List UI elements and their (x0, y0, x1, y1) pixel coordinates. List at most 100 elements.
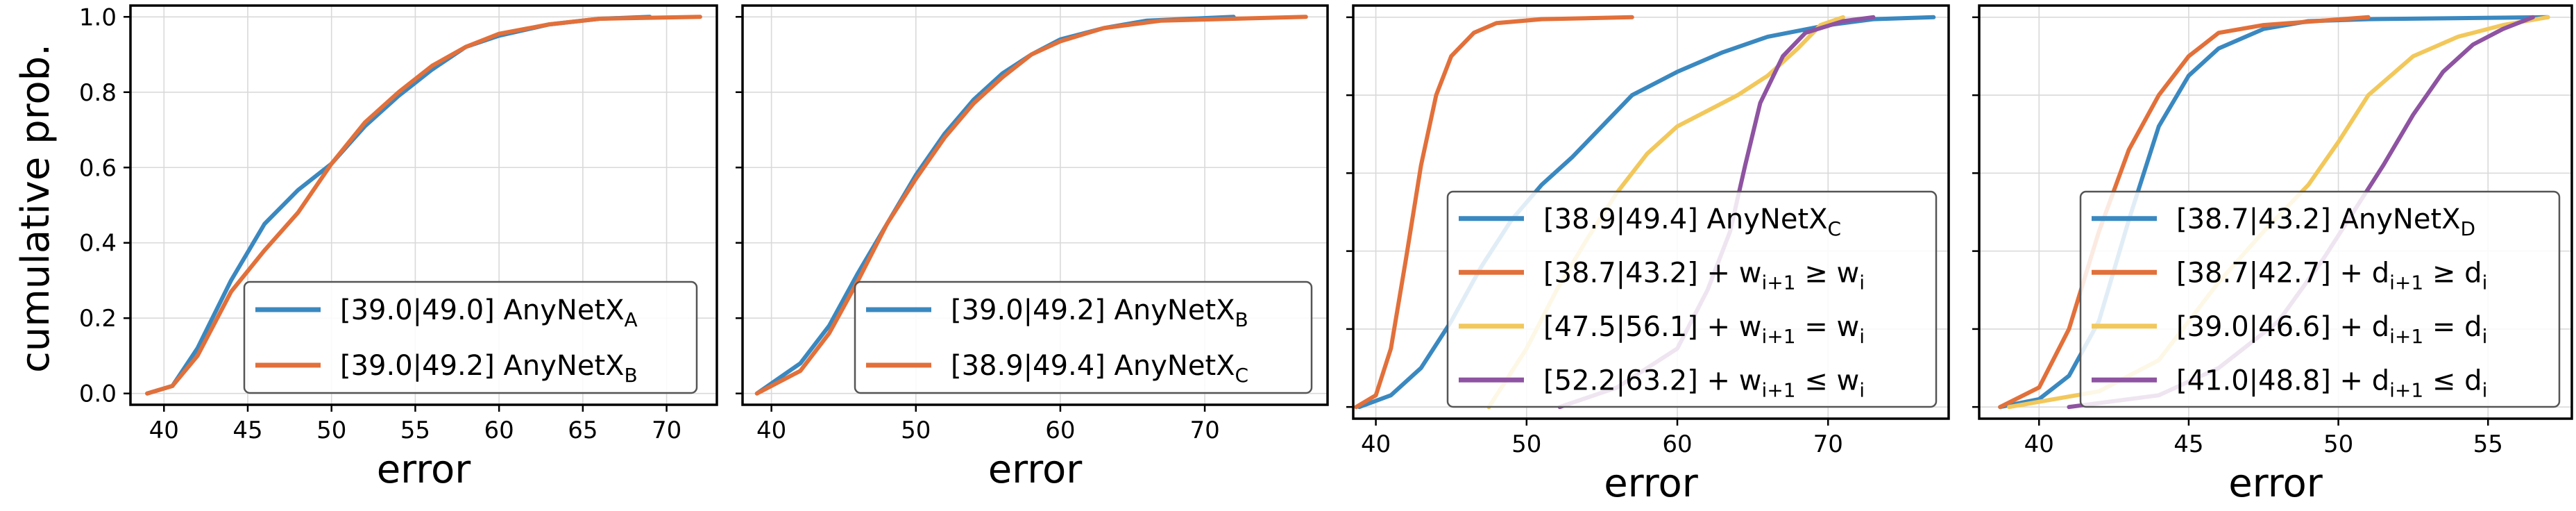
legend-label-subscript: C (1828, 217, 1842, 240)
y-tick-label: 0.2 (79, 305, 117, 333)
legend-label-text: [39.0|49.2] AnyNetX (951, 294, 1235, 326)
legend-label-3: [47.5|56.1] + wi+1 = wi (1543, 311, 1865, 348)
x-tick-label: 45 (2174, 430, 2203, 458)
x-tick-label: 50 (901, 417, 931, 444)
legend-label-subscript: C (1235, 364, 1249, 387)
x-tick-label: 40 (149, 417, 179, 444)
legend-label-2: [38.7|43.2] + wi+1 ≥ wi (1543, 257, 1865, 294)
legend-label-subscript: i+1 (2389, 325, 2423, 348)
x-tick-label: 70 (1813, 430, 1843, 458)
legend-label-1: [38.7|43.2] AnyNetXD (2176, 203, 2475, 240)
legend-label-4: [52.2|63.2] + wi+1 ≤ wi (1543, 365, 1865, 401)
x-tick-label: 65 (568, 417, 598, 444)
legend-label-1: [38.9|49.4] AnyNetXC (1543, 203, 1841, 240)
x-tick-label: 70 (652, 417, 681, 444)
legend-label-2: [39.0|49.2] AnyNetXB (340, 350, 638, 387)
series-line-2 (1354, 15, 1634, 410)
legend-label-text: [52.2|63.2] + w (1543, 365, 1761, 396)
legend-label-subscript: B (1235, 308, 1248, 331)
x-tick-label: 40 (2024, 430, 2054, 458)
legend-label-text: = w (1796, 311, 1860, 343)
legend-label-text: [38.9|49.4] AnyNetX (1543, 203, 1828, 235)
y-axis-label: cumulative prob. (13, 44, 58, 373)
legend-label-2: [38.7|42.7] + di+1 ≥ di (2176, 257, 2487, 294)
legend-label-3: [39.0|46.6] + di+1 = di (2176, 311, 2487, 348)
y-tick-label: 0.8 (79, 79, 117, 107)
legend: [39.0|49.0] AnyNetXA[39.0|49.2] AnyNetXB (243, 280, 698, 394)
legend-label-text: = d (2423, 311, 2482, 343)
legend-label-text: ≤ w (1796, 365, 1860, 396)
legend-label-subscript: i+1 (2389, 271, 2423, 294)
x-tick-label: 40 (1361, 430, 1391, 458)
series-line-2 (1998, 15, 2371, 410)
x-tick-label: 60 (1662, 430, 1692, 458)
legend-label-text: [38.9|49.4] AnyNetX (951, 350, 1235, 382)
legend-box (243, 280, 698, 394)
legend-label-subscript: B (625, 364, 638, 387)
legend: [38.7|43.2] AnyNetXD[38.7|42.7] + di+1 ≥… (2079, 190, 2561, 408)
chart-panel-1: 40 45 50 55 60 65 70 0.0 0.2 0.4 0.6 0.8 1.0 error [39… (79, 3, 718, 492)
chart-panel-3: 40 50 60 70 error [38.9|49.4] AnyNetXC [38.7|4… (1346, 4, 1950, 506)
legend-label-1: [39.0|49.0] AnyNetXA (340, 294, 638, 331)
plot-frame (1352, 4, 1950, 420)
legend-label-text: ≥ d (2423, 257, 2482, 289)
legend-label-text: [39.0|46.6] + d (2176, 311, 2389, 343)
plot-frame (1978, 4, 2573, 420)
legend-label-text: [39.0|49.0] AnyNetX (340, 294, 625, 326)
legend-label-subscript: i+1 (1761, 378, 1795, 401)
x-axis-label: error (2228, 461, 2323, 506)
series-line-2 (754, 15, 1308, 396)
series-line-2 (145, 15, 702, 396)
legend-label-text: ≤ d (2423, 365, 2482, 396)
y-tick-label: 1.0 (79, 3, 117, 31)
series-line-1 (1357, 15, 1936, 410)
legend-label-text: [38.7|43.2] + w (1543, 257, 1761, 289)
legend-label-4: [41.0|48.8] + di+1 ≤ di (2176, 365, 2487, 401)
x-tick-label: 40 (756, 417, 786, 444)
y-tick-label: 0.4 (79, 230, 117, 258)
legend-label-subscript: i (1859, 271, 1865, 294)
x-tick-label: 45 (232, 417, 262, 444)
x-tick-label: 55 (400, 417, 430, 444)
legend-box (854, 280, 1313, 394)
legend-label-subscript: D (2461, 217, 2476, 240)
legend-label-text: [38.7|43.2] AnyNetX (2176, 203, 2461, 235)
legend-label-subscript: A (625, 308, 638, 331)
plot-frame (741, 4, 1329, 406)
x-axis-label: error (988, 447, 1083, 492)
legend-box (2079, 190, 2561, 408)
x-tick-label: 55 (2473, 430, 2503, 458)
plot-frame (129, 4, 718, 406)
x-axis-label: error (1604, 461, 1699, 506)
legend-label-text: [39.0|49.2] AnyNetX (340, 350, 625, 382)
legend-label-subscript: i+1 (1761, 325, 1795, 348)
legend-label-text: ≥ w (1796, 257, 1860, 289)
legend-label-subscript: i+1 (1761, 271, 1795, 294)
legend-label-subscript: i (2482, 378, 2488, 401)
legend-box (1446, 190, 1938, 408)
x-tick-label: 60 (484, 417, 514, 444)
legend-label-2: [38.9|49.4] AnyNetXC (951, 350, 1248, 387)
legend-label-text: [47.5|56.1] + w (1543, 311, 1761, 343)
x-tick-label: 60 (1045, 417, 1075, 444)
x-axis-label: error (377, 447, 472, 492)
legend: [38.9|49.4] AnyNetXC[38.7|43.2] + wi+1 ≥… (1446, 190, 1938, 408)
y-tick-label: 0.6 (79, 154, 117, 182)
legend-label-text: [41.0|48.8] + d (2176, 365, 2389, 396)
legend-label-1: [39.0|49.2] AnyNetXB (951, 294, 1248, 331)
legend-label-subscript: i (2482, 271, 2488, 294)
legend-label-subscript: i (2482, 325, 2488, 348)
legend-label-text: [38.7|42.7] + d (2176, 257, 2389, 289)
x-tick-label: 50 (2323, 430, 2353, 458)
legend-label-subscript: i+1 (2389, 378, 2423, 401)
legend-label-subscript: i (1859, 325, 1865, 348)
x-tick-label: 70 (1189, 417, 1219, 444)
x-tick-label: 50 (1511, 430, 1541, 458)
legend: [39.0|49.2] AnyNetXB[38.9|49.4] AnyNetXC (854, 280, 1313, 394)
legend-label-subscript: i (1859, 378, 1865, 401)
x-tick-label: 50 (316, 417, 346, 444)
y-tick-label: 0.0 (79, 380, 117, 408)
